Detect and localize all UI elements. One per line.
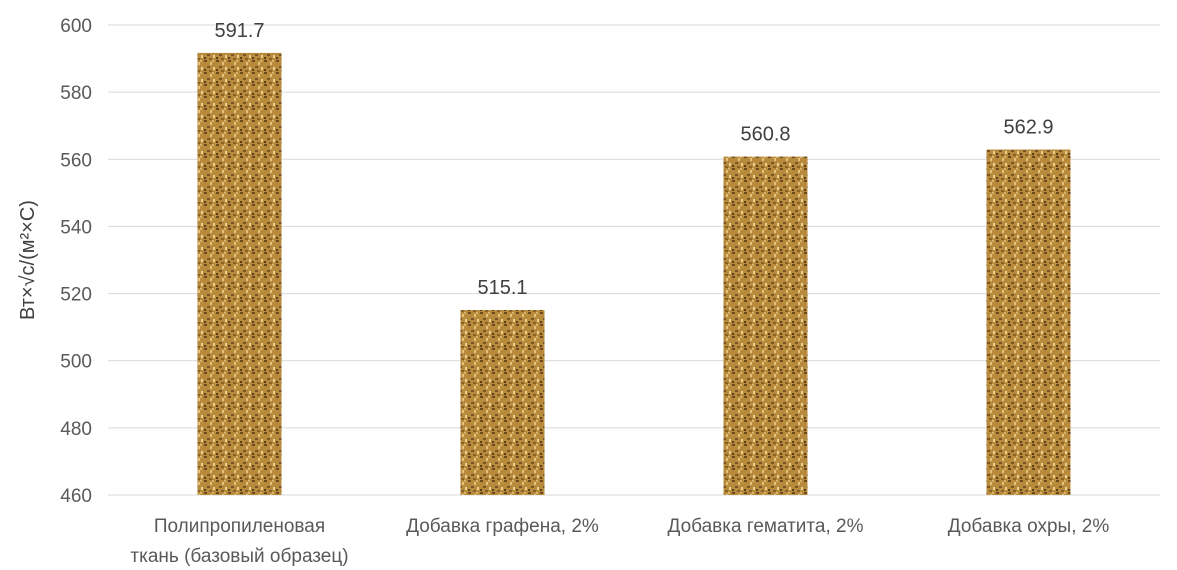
gridlines (108, 24, 1160, 496)
data-label: 560.8 (740, 124, 790, 146)
bar (460, 310, 545, 495)
x-category-label: Добавка графена, 2% (406, 516, 599, 537)
x-category-label: Полипропиленовая (154, 516, 325, 537)
y-tick-label: 540 (60, 217, 92, 238)
y-tick-label: 520 (60, 285, 92, 306)
y-axis-label: Вт×√с/(м²×С) (17, 200, 39, 320)
bars (197, 52, 1071, 496)
y-tick-label: 500 (60, 352, 92, 373)
bar (197, 52, 282, 495)
data-label: 562.9 (1003, 117, 1053, 139)
x-category-label: Добавка гематита, 2% (667, 516, 863, 537)
x-category-label: Добавка охры, 2% (948, 516, 1110, 537)
bar (723, 156, 808, 495)
y-axis-ticks: 460 480 500 520 540 560 580 600 (60, 16, 92, 507)
value-labels: 591.7 515.1 560.8 562.9 (214, 20, 1053, 299)
bar (986, 149, 1071, 496)
y-tick-label: 580 (60, 83, 92, 104)
y-tick-label: 600 (60, 16, 92, 37)
y-tick-label: 460 (60, 486, 92, 507)
data-label: 591.7 (214, 20, 264, 42)
y-tick-label: 560 (60, 150, 92, 171)
x-axis-categories: Полипропиленовая ткань (базовый образец) Д… (130, 516, 1109, 567)
y-tick-label: 480 (60, 419, 92, 440)
data-label: 515.1 (477, 277, 527, 299)
x-category-label: ткань (базовый образец) (130, 546, 348, 567)
